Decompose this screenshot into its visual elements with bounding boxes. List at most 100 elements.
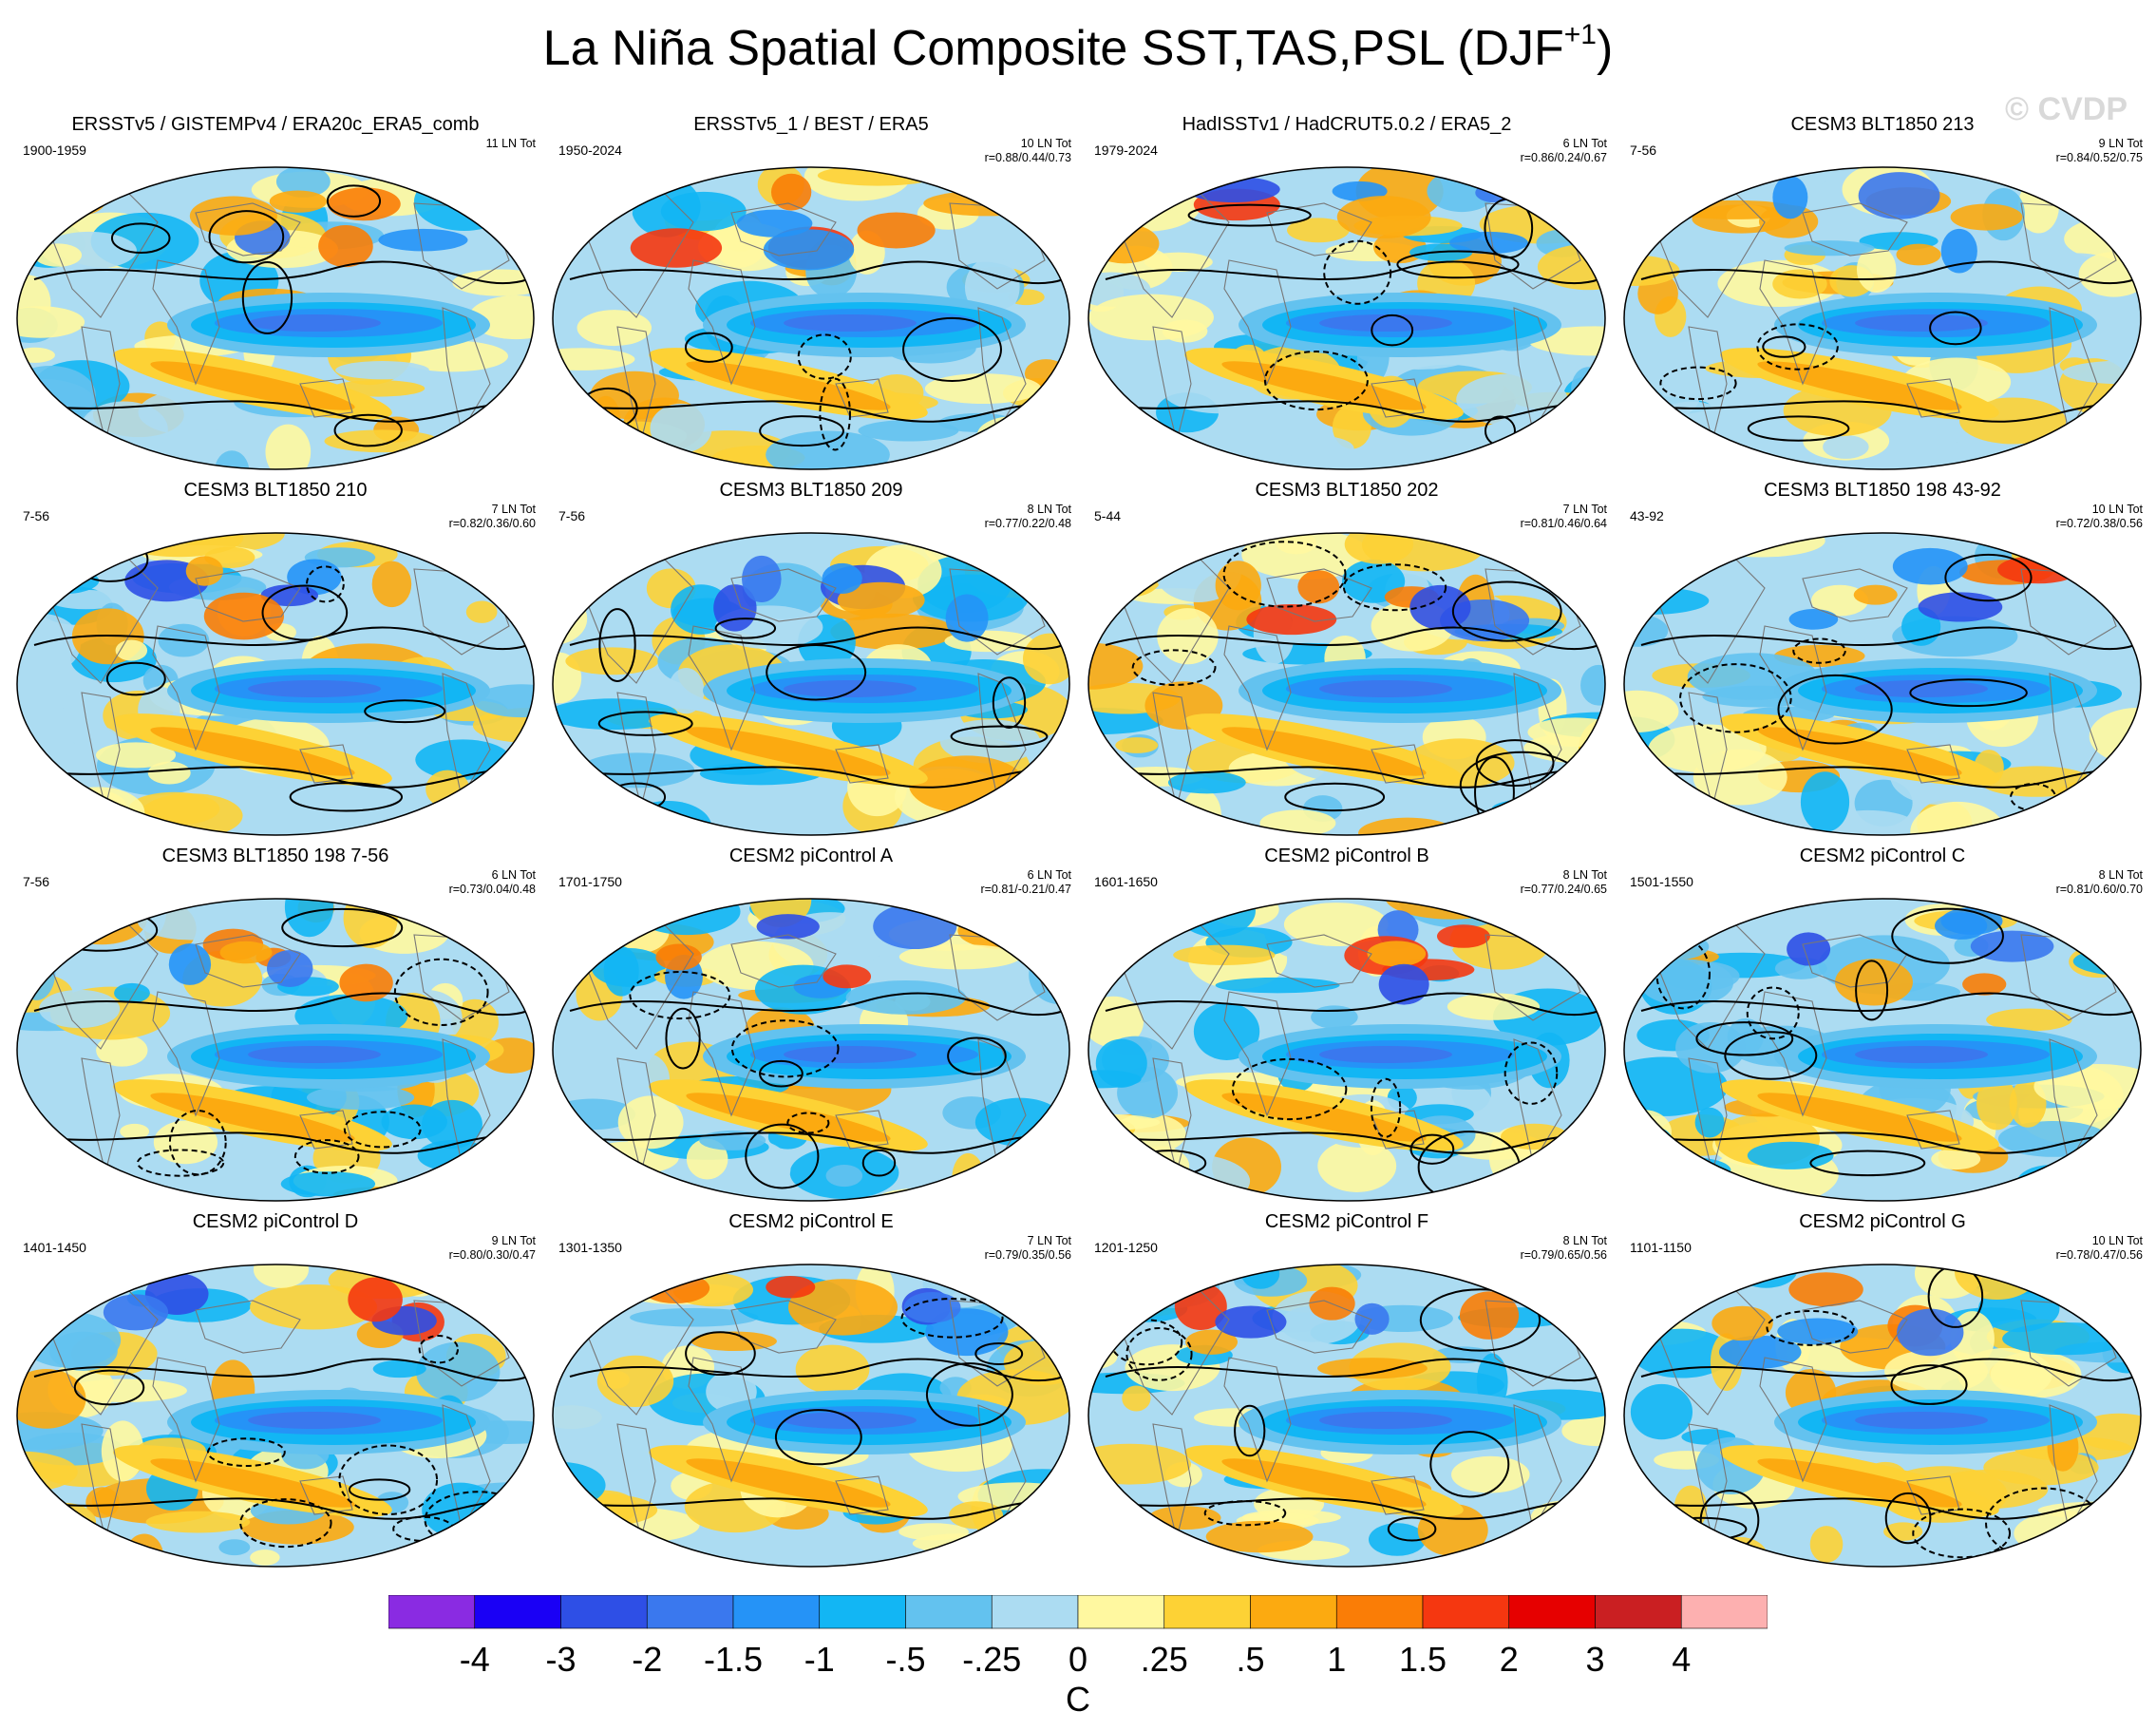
psl-positive-contour xyxy=(73,1369,145,1406)
anomaly-patch xyxy=(1800,771,1850,832)
psl-positive-contour xyxy=(1909,678,2028,708)
high-latitude-anomaly xyxy=(1185,1329,1239,1355)
continent-outline xyxy=(1906,1110,1960,1150)
anomaly-patch xyxy=(1129,455,1205,469)
anomaly-patch xyxy=(1624,451,1672,469)
high-latitude-anomaly xyxy=(766,1276,816,1299)
psl-positive-contour xyxy=(992,676,1027,729)
cold-tongue-peak xyxy=(784,1046,917,1063)
psl-positive-contour xyxy=(925,1362,1013,1427)
map-panel: CESM2 piControl D 1401-1450 9 LN Tot r=0.80… xyxy=(8,1211,543,1572)
panel-title: CESM2 piControl G xyxy=(1799,1211,1966,1232)
panel-event-count: 6 LN Tot r=0.73/0.04/0.48 xyxy=(449,868,536,897)
anomaly-patch xyxy=(1504,448,1605,469)
anomaly-patch xyxy=(1823,434,1869,459)
psl-positive-contour xyxy=(665,1007,701,1070)
anomaly-patch xyxy=(1747,1141,1834,1169)
anomaly-patch xyxy=(795,1344,870,1395)
robinson-map xyxy=(1087,532,1606,836)
panel-correlation-text: r=0.80/0.30/0.47 xyxy=(448,1248,536,1262)
continent-outline xyxy=(588,559,694,684)
anomaly-patch xyxy=(617,1095,684,1150)
anomaly-patch xyxy=(2038,185,2082,202)
high-latitude-anomaly xyxy=(1858,172,1940,219)
psl-zero-contour xyxy=(24,766,529,789)
map-border xyxy=(1623,532,2142,836)
psl-positive-contour xyxy=(1777,674,1893,745)
high-latitude-anomaly xyxy=(1787,932,1831,966)
anomaly-patch xyxy=(446,899,534,920)
panel-event-count: 10 LN Tot r=0.78/0.47/0.56 xyxy=(2056,1234,2143,1263)
panel-period: 1979-2024 xyxy=(1094,143,1158,158)
high-latitude-anomaly xyxy=(219,941,273,964)
map-border xyxy=(552,166,1070,470)
anomaly-patch xyxy=(280,1171,376,1197)
psl-positive-contour xyxy=(1944,553,2033,602)
anomaly-patch xyxy=(471,909,534,925)
psl-zero-contour xyxy=(1631,400,2136,423)
map-border xyxy=(1087,1264,1606,1568)
high-latitude-anomaly xyxy=(823,964,872,989)
high-latitude-anomaly xyxy=(371,561,412,608)
anomaly-patch xyxy=(1885,1003,2001,1023)
panel-count-text: 10 LN Tot xyxy=(2091,503,2143,516)
anomaly-patch xyxy=(415,739,511,780)
anomaly-patch xyxy=(473,684,534,718)
high-latitude-anomaly xyxy=(339,963,393,1002)
psl-zero-contour xyxy=(1095,1497,1600,1520)
anomaly-patch xyxy=(66,819,142,835)
psl-positive-contour xyxy=(745,1123,820,1189)
robinson-map xyxy=(1087,898,1606,1202)
cold-tongue-peak xyxy=(784,1412,917,1429)
anomaly-patch xyxy=(482,809,525,835)
cold-tongue-peak xyxy=(248,1046,381,1063)
anomaly-patch xyxy=(17,912,35,938)
map-panel: HadISSTv1 / HadCRUT5.0.2 / ERA5_2 1979-20… xyxy=(1079,114,1615,475)
high-latitude-anomaly xyxy=(630,228,723,268)
anomaly-patch xyxy=(413,172,515,231)
anomaly-patch xyxy=(1094,1178,1217,1201)
anomaly-patch xyxy=(437,167,482,200)
anomaly-patch xyxy=(1491,798,1589,821)
high-latitude-anomaly xyxy=(1336,196,1431,238)
cvdp-watermark: © CVDP xyxy=(2005,91,2128,127)
anomaly-patch xyxy=(553,1171,657,1201)
panel-period: 7-56 xyxy=(1630,143,1657,158)
spcz-warm-core xyxy=(1757,1093,1962,1142)
high-latitude-anomaly xyxy=(269,190,327,213)
continent-outline xyxy=(1124,924,1230,1050)
panel-count-text: 9 LN Tot xyxy=(2098,137,2143,150)
psl-positive-contour xyxy=(333,413,403,447)
anomaly-patch xyxy=(1099,439,1215,469)
anomaly-patch xyxy=(635,1429,691,1447)
panel-correlation-text: r=0.77/0.22/0.48 xyxy=(984,517,1071,530)
high-latitude-anomaly xyxy=(1788,1272,1863,1307)
psl-positive-contour xyxy=(1855,960,1889,1021)
high-latitude-anomaly xyxy=(1772,176,1808,219)
psl-zero-contour xyxy=(1095,400,1600,423)
spcz-warm-core xyxy=(1221,1458,1427,1508)
continent-outline xyxy=(1124,559,1230,684)
panel-title: HadISSTv1 / HadCRUT5.0.2 / ERA5_2 xyxy=(1182,114,1512,135)
anomaly-patch xyxy=(952,450,1027,469)
continent-outline xyxy=(588,193,694,318)
anomaly-patch xyxy=(24,907,124,933)
anomaly-patch xyxy=(1140,1161,1174,1184)
map-panel: CESM3 BLT1850 198 7-56 7-56 6 LN Tot r=0.73… xyxy=(8,846,543,1207)
anomaly-patch xyxy=(463,899,534,928)
map-border xyxy=(1087,532,1606,836)
anomaly-patch xyxy=(17,1369,86,1429)
panel-event-count: 7 LN Tot r=0.81/0.46/0.64 xyxy=(1521,503,1607,531)
continent-outline xyxy=(730,568,837,622)
colorbar-tick-label: 1 xyxy=(1327,1640,1346,1679)
anomaly-patch xyxy=(29,787,84,835)
high-latitude-anomaly xyxy=(103,1294,169,1331)
anomaly-patch xyxy=(602,183,634,230)
anomaly-patch xyxy=(461,167,532,197)
psl-zero-contour xyxy=(1631,1497,2136,1520)
high-latitude-anomaly xyxy=(318,224,373,268)
panel-correlation-text: r=0.84/0.52/0.75 xyxy=(2055,151,2143,164)
continent-outline xyxy=(1266,934,1372,988)
anomaly-patch xyxy=(1148,1506,1221,1530)
anomaly-patch xyxy=(1648,724,1767,773)
